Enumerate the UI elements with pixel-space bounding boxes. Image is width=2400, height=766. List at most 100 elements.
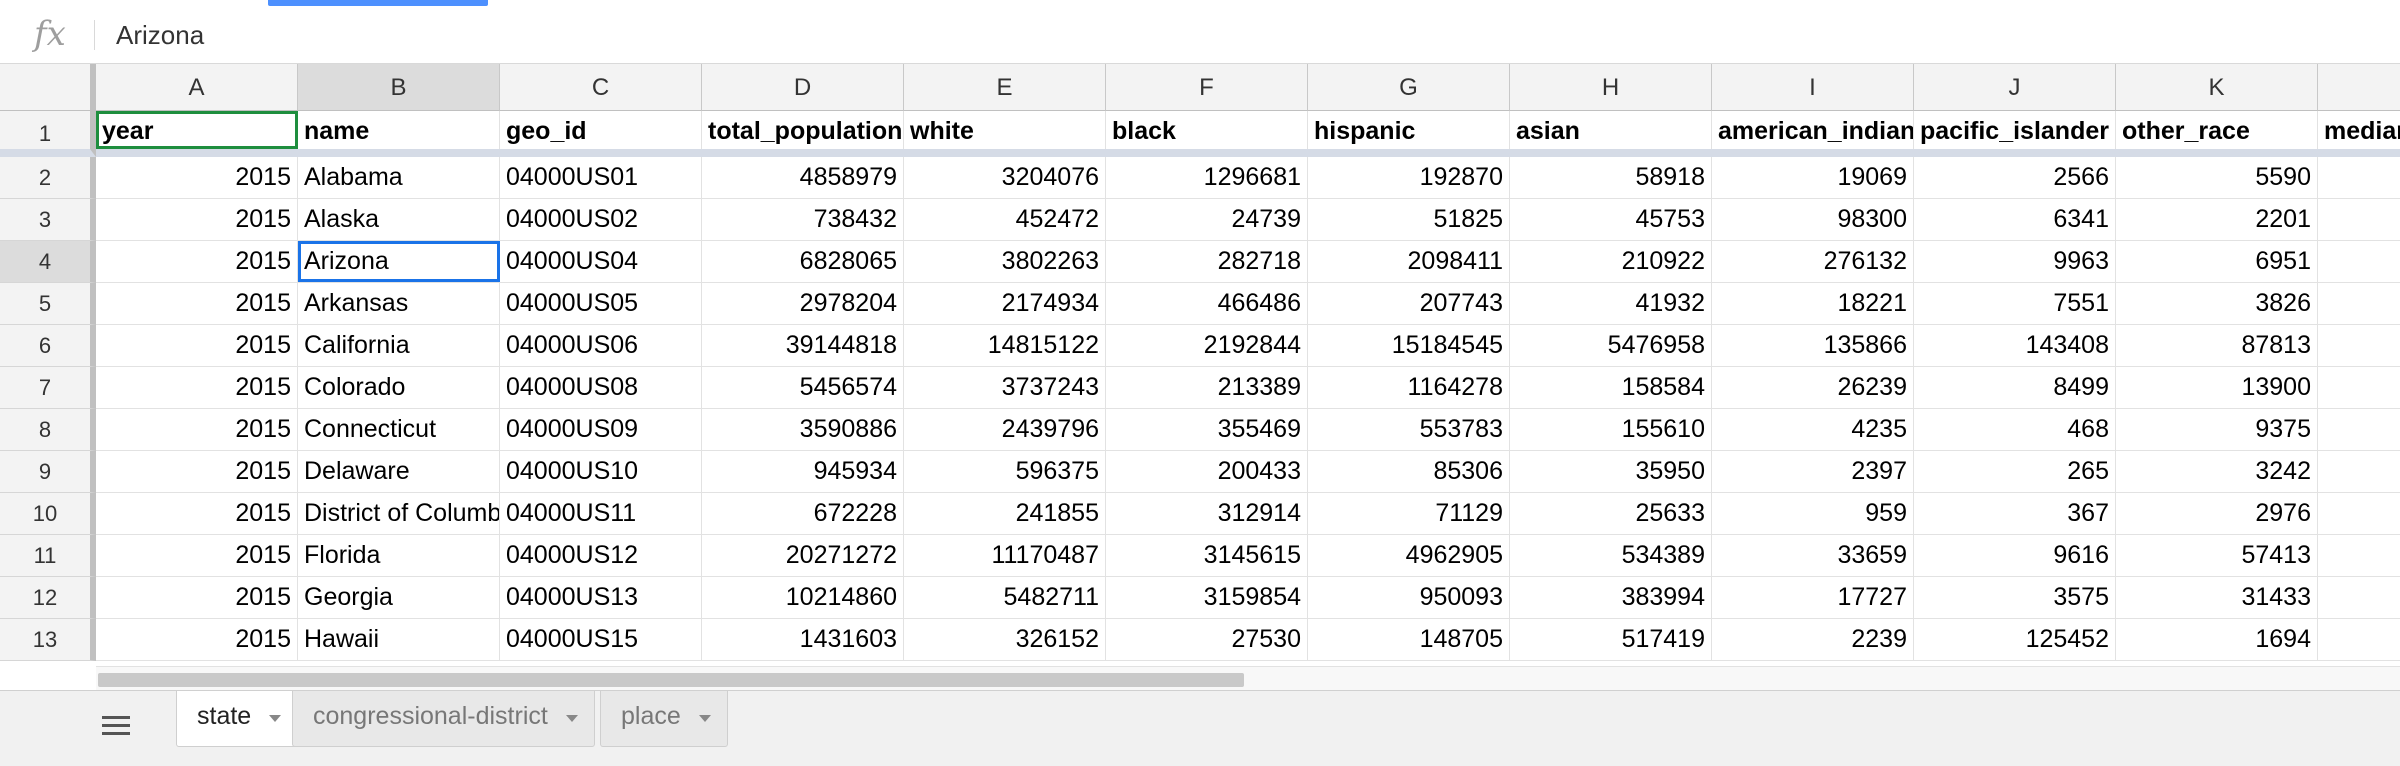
column-title-cell[interactable]: median (2318, 111, 2400, 149)
table-cell[interactable]: 200433 (1106, 451, 1308, 492)
select-all-corner[interactable] (0, 64, 96, 111)
table-cell[interactable]: 312914 (1106, 493, 1308, 534)
table-cell[interactable] (2318, 535, 2400, 576)
table-cell[interactable]: 87813 (2116, 325, 2318, 366)
table-cell[interactable]: 10214860 (702, 577, 904, 618)
table-cell[interactable]: District of Columbia (298, 493, 500, 534)
table-cell[interactable]: 18221 (1712, 283, 1914, 324)
table-cell[interactable] (2318, 493, 2400, 534)
table-cell[interactable]: 210922 (1510, 241, 1712, 282)
table-cell[interactable]: 04000US11 (500, 493, 702, 534)
table-cell[interactable]: Florida (298, 535, 500, 576)
column-title-cell[interactable]: name (298, 111, 500, 149)
table-cell[interactable]: 2015 (96, 493, 298, 534)
table-cell[interactable]: 3575 (1914, 577, 2116, 618)
table-cell[interactable]: 1296681 (1106, 157, 1308, 198)
table-cell[interactable]: 4235 (1712, 409, 1914, 450)
table-cell[interactable]: 672228 (702, 493, 904, 534)
column-header-b[interactable]: B (298, 64, 500, 111)
table-cell[interactable] (2318, 409, 2400, 450)
row-header-8[interactable]: 8 (0, 409, 96, 451)
column-header-c[interactable]: C (500, 64, 702, 111)
table-cell[interactable]: 155610 (1510, 409, 1712, 450)
table-cell[interactable]: 17727 (1712, 577, 1914, 618)
row-header-2[interactable]: 2 (0, 157, 96, 199)
row-header-1[interactable]: 1 (0, 111, 96, 157)
table-cell[interactable]: 26239 (1712, 367, 1914, 408)
row-header-3[interactable]: 3 (0, 199, 96, 241)
table-cell[interactable]: 2201 (2116, 199, 2318, 240)
table-cell[interactable]: 2098411 (1308, 241, 1510, 282)
table-cell[interactable]: 45753 (1510, 199, 1712, 240)
table-cell[interactable]: 2566 (1914, 157, 2116, 198)
sheet-tab-congressional-district[interactable]: congressional-district (292, 691, 595, 747)
table-cell[interactable]: 5590 (2116, 157, 2318, 198)
table-cell[interactable]: 466486 (1106, 283, 1308, 324)
table-cell[interactable]: 5476958 (1510, 325, 1712, 366)
table-cell[interactable]: 383994 (1510, 577, 1712, 618)
row-header-6[interactable]: 6 (0, 325, 96, 367)
table-cell[interactable]: 738432 (702, 199, 904, 240)
table-cell[interactable]: 24739 (1106, 199, 1308, 240)
table-cell[interactable]: Alaska (298, 199, 500, 240)
table-cell[interactable] (2318, 367, 2400, 408)
column-header-f[interactable]: F (1106, 64, 1308, 111)
table-cell[interactable]: 51825 (1308, 199, 1510, 240)
table-cell[interactable]: 20271272 (702, 535, 904, 576)
table-cell[interactable]: 58918 (1510, 157, 1712, 198)
table-cell[interactable]: 6828065 (702, 241, 904, 282)
table-cell[interactable]: 1164278 (1308, 367, 1510, 408)
table-cell[interactable]: 3826 (2116, 283, 2318, 324)
table-cell[interactable]: 9616 (1914, 535, 2116, 576)
table-cell[interactable]: 2015 (96, 241, 298, 282)
column-title-cell[interactable]: geo_id (500, 111, 702, 149)
table-cell[interactable]: 04000US09 (500, 409, 702, 450)
table-cell[interactable]: 125452 (1914, 619, 2116, 660)
table-cell[interactable]: 452472 (904, 199, 1106, 240)
table-cell[interactable]: 15184545 (1308, 325, 1510, 366)
table-cell[interactable]: 71129 (1308, 493, 1510, 534)
table-cell[interactable]: 13900 (2116, 367, 2318, 408)
table-cell[interactable]: 2015 (96, 409, 298, 450)
table-cell[interactable]: 2015 (96, 535, 298, 576)
column-title-cell[interactable]: year (96, 111, 298, 149)
table-cell[interactable]: 2015 (96, 283, 298, 324)
table-cell[interactable]: 945934 (702, 451, 904, 492)
table-cell[interactable]: 2015 (96, 325, 298, 366)
table-cell[interactable] (2318, 451, 2400, 492)
chevron-down-icon[interactable] (565, 715, 578, 722)
sheet-tab-state[interactable]: state (176, 691, 299, 747)
table-cell[interactable]: 2015 (96, 367, 298, 408)
table-cell[interactable]: 276132 (1712, 241, 1914, 282)
table-cell[interactable]: 04000US05 (500, 283, 702, 324)
table-cell[interactable]: 2192844 (1106, 325, 1308, 366)
table-cell[interactable]: 7551 (1914, 283, 2116, 324)
row-header-5[interactable]: 5 (0, 283, 96, 325)
table-cell[interactable]: 2015 (96, 577, 298, 618)
table-cell[interactable]: Arkansas (298, 283, 500, 324)
table-cell[interactable]: California (298, 325, 500, 366)
table-cell[interactable]: 517419 (1510, 619, 1712, 660)
column-title-cell[interactable]: asian (1510, 111, 1712, 149)
table-cell[interactable]: 3802263 (904, 241, 1106, 282)
row-header-9[interactable]: 9 (0, 451, 96, 493)
table-cell[interactable]: Colorado (298, 367, 500, 408)
table-cell[interactable]: 950093 (1308, 577, 1510, 618)
table-cell[interactable]: 04000US15 (500, 619, 702, 660)
row-header-4[interactable]: 4 (0, 241, 96, 283)
table-cell[interactable]: 2015 (96, 451, 298, 492)
table-cell[interactable]: 241855 (904, 493, 1106, 534)
table-cell[interactable]: 959 (1712, 493, 1914, 534)
column-title-cell[interactable]: black (1106, 111, 1308, 149)
table-cell[interactable]: 4858979 (702, 157, 904, 198)
column-header-i[interactable]: I (1712, 64, 1914, 111)
table-cell[interactable]: 35950 (1510, 451, 1712, 492)
table-cell[interactable]: 1694 (2116, 619, 2318, 660)
table-cell[interactable]: Delaware (298, 451, 500, 492)
table-cell[interactable]: 04000US04 (500, 241, 702, 282)
table-cell[interactable]: 553783 (1308, 409, 1510, 450)
table-cell[interactable]: 19069 (1712, 157, 1914, 198)
table-cell[interactable]: 11170487 (904, 535, 1106, 576)
column-header-g[interactable]: G (1308, 64, 1510, 111)
table-cell[interactable]: 41932 (1510, 283, 1712, 324)
